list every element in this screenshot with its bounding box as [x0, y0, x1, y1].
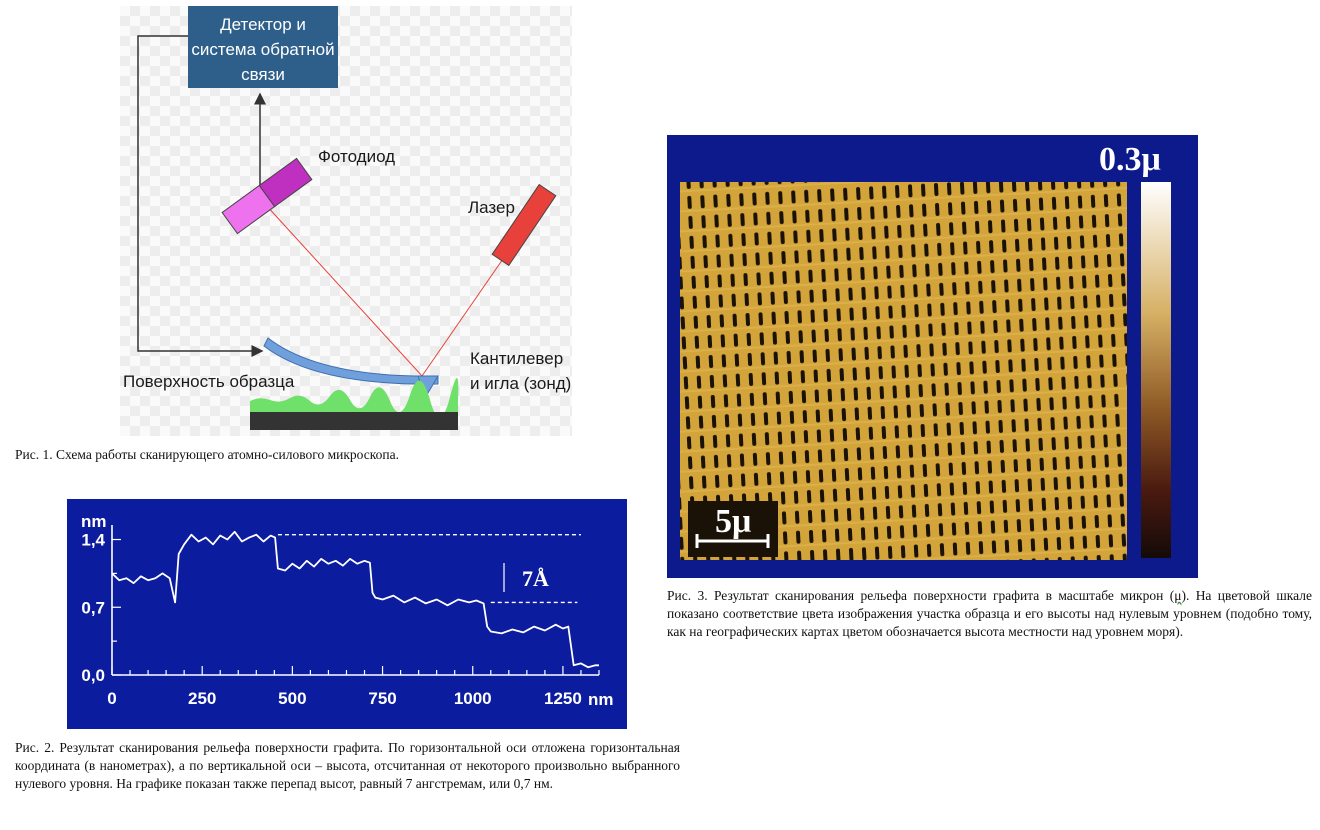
- figure1-caption: Рис. 1. Схема работы сканирующего атомно…: [15, 447, 399, 462]
- detector-label-line3: связи: [241, 65, 285, 84]
- y-axis-unit: nm: [81, 512, 107, 531]
- figure2-caption: Рис. 2. Результат сканирования рельефа п…: [15, 740, 680, 791]
- scale-bar-label: 5μ: [715, 503, 751, 540]
- feedback-line: [137, 35, 264, 357]
- afm-image-svg: 0.3μ 5μ: [680, 141, 1171, 560]
- cantilever-label-line1: Кантилевер: [470, 349, 563, 368]
- y-tick-label: 0,7: [81, 598, 105, 617]
- laser-beam: [264, 203, 506, 377]
- x-tick-label: 750: [368, 689, 396, 708]
- y-tick-label: 0,0: [81, 666, 105, 685]
- height-profile-line: [111, 530, 599, 669]
- afm-surface-image: [680, 182, 1127, 560]
- photodiode: [221, 157, 313, 235]
- surface-label: Поверхность образца: [123, 372, 295, 391]
- afm-schematic: Детектор и системa обратной связи Фотоди…: [120, 6, 572, 436]
- colorbar-max-label: 0.3μ: [1099, 141, 1161, 178]
- afm-image-panel: 0.3μ 5μ: [667, 135, 1198, 578]
- x-tick-label: 1000: [454, 689, 492, 708]
- x-tick-label: 250: [188, 689, 216, 708]
- x-tick-label: 1250: [544, 689, 582, 708]
- detector-label-line2: системa обратной: [191, 40, 334, 59]
- chart-marks: 0 250 500 750 1000 1250 0,0 0,7 1,4: [81, 530, 600, 708]
- x-axis-unit: nm: [588, 690, 614, 709]
- figure3-caption-part1: Рис. 3. Результат сканирования рельефа п…: [667, 588, 1175, 603]
- cantilever-label-line2: и игла (зонд): [470, 374, 571, 393]
- sample-surface: [250, 377, 459, 418]
- x-tick-label: 0: [107, 689, 116, 708]
- afm-schematic-svg: Детектор и системa обратной связи Фотоди…: [123, 6, 571, 430]
- x-tick-label: 500: [278, 689, 306, 708]
- laser: [491, 183, 557, 267]
- height-profile-svg: nm nm 0 250 500 750 1000 1250 0,0 0,7 1,4 7Å: [81, 512, 614, 709]
- y-tick-label: 1,4: [81, 531, 105, 550]
- laser-label: Лазер: [468, 198, 515, 217]
- substrate: [250, 412, 458, 430]
- height-profile-chart: nm nm 0 250 500 750 1000 1250 0,0 0,7 1,4 7Å: [67, 499, 627, 729]
- figure3-caption-part2: ). На цветовой шкале показано соответств…: [667, 588, 1312, 639]
- scale-bar-background: [688, 501, 778, 557]
- detector-box: [188, 6, 338, 88]
- photodiode-label: Фотодиод: [318, 147, 395, 166]
- figure3-caption-mu: μ: [1174, 588, 1182, 603]
- step-annotation: 7Å: [522, 566, 549, 591]
- detector-label-line1: Детектор и: [220, 15, 306, 34]
- colorbar: [1141, 182, 1171, 558]
- figure3-caption: Рис. 3. Результат сканирования рельефа п…: [667, 587, 1312, 641]
